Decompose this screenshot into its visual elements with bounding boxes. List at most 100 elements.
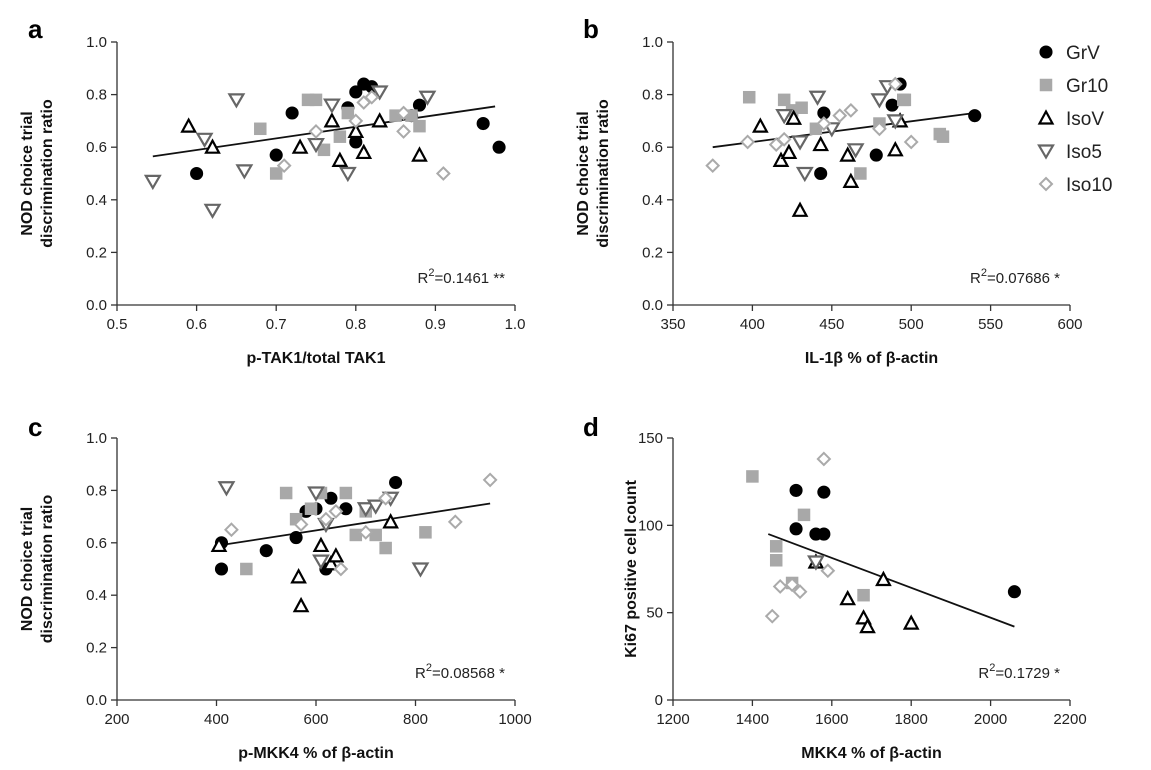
legend-marker: [1037, 144, 1055, 160]
data-point: [784, 577, 800, 593]
data-point: [859, 617, 876, 634]
x-tick-label: 350: [660, 316, 685, 333]
data-point: [772, 579, 788, 594]
data-point: [379, 541, 392, 555]
data-point: [349, 85, 363, 99]
data-point: [396, 124, 411, 139]
data-point: [1007, 585, 1021, 599]
data-point: [382, 513, 399, 529]
data-point: [482, 472, 498, 488]
x-tick-label: 0.5: [107, 316, 128, 333]
data-point: [203, 203, 222, 220]
data-point: [293, 517, 309, 532]
x-tick-label: 0.9: [425, 316, 446, 333]
data-point: [195, 132, 214, 148]
panel-a: a 0.0 0.2 0.4 0.6 0.8 1.0 0.5 0.6 0.7 0.8 0.9 1.0 p-T…: [19, 14, 525, 367]
data-point: [842, 172, 860, 188]
data-point: [214, 562, 229, 576]
y-tick-label: 0: [655, 692, 663, 709]
y-axis-title: discrimination ratio: [39, 495, 56, 644]
y-axis-title: NOD choice trial: [19, 507, 36, 631]
data-point: [769, 540, 783, 553]
y-tick-label: 0.6: [86, 535, 107, 552]
data-point: [309, 93, 323, 107]
data-point: [371, 112, 389, 128]
r-squared-label: R2=0.1729 *: [978, 662, 1060, 682]
series-iso10: [276, 89, 451, 181]
data-point: [307, 486, 325, 502]
x-tick-label: 1400: [736, 711, 769, 728]
legend: GrV Gr10 IsoV Iso5 Iso10: [1037, 43, 1112, 196]
y-tick-label: 0.0: [642, 297, 663, 314]
legend-item-iso10: Iso10: [1038, 175, 1112, 196]
data-point: [870, 93, 889, 109]
data-point: [746, 470, 759, 483]
x-tick-label: 800: [403, 711, 428, 728]
y-tick-label: 0.4: [86, 192, 107, 209]
x-tick-label: 1800: [895, 711, 928, 728]
data-point: [812, 135, 830, 152]
panel-letter: c: [28, 412, 42, 442]
legend-label: IsoV: [1066, 109, 1104, 130]
data-point: [832, 108, 848, 124]
data-point: [476, 116, 490, 131]
data-point: [318, 511, 334, 527]
data-point: [705, 158, 721, 174]
data-point: [323, 112, 341, 128]
data-point: [809, 122, 823, 136]
data-point: [411, 146, 428, 162]
data-point: [854, 167, 867, 180]
data-point: [180, 117, 197, 133]
x-tick-label: 550: [978, 316, 1003, 333]
data-point: [204, 138, 221, 154]
data-point: [872, 121, 887, 137]
data-point: [789, 483, 803, 497]
data-point: [875, 570, 892, 587]
data-point: [886, 114, 905, 130]
data-point: [276, 158, 292, 174]
data-point: [936, 130, 950, 143]
data-point: [224, 522, 239, 538]
data-point: [217, 481, 236, 497]
legend-item-isov: IsoV: [1037, 109, 1104, 130]
data-point: [322, 554, 340, 571]
data-point: [259, 544, 273, 558]
series-iso5: [807, 555, 825, 571]
x-tick-label: 1600: [815, 711, 848, 728]
y-tick-label: 1.0: [86, 34, 107, 51]
y-tick-label: 0.2: [86, 244, 107, 261]
y-tick-label: 0.8: [86, 87, 107, 104]
series-isov: [180, 112, 428, 167]
data-point: [808, 90, 827, 106]
data-point: [412, 98, 427, 112]
data-point: [333, 130, 347, 143]
y-tick-label: 0.4: [86, 587, 107, 604]
y-tick-label: 0.0: [86, 297, 107, 314]
y-tick-label: 0.2: [642, 244, 663, 261]
data-point: [289, 531, 303, 545]
y-tick-label: 50: [646, 605, 663, 622]
data-point: [814, 166, 828, 181]
x-tick-label: 0.8: [345, 316, 366, 333]
data-point: [364, 89, 380, 105]
x-tick-label: 1200: [656, 711, 689, 728]
x-tick-label: 0.7: [266, 316, 287, 333]
series-gr10: [746, 470, 870, 602]
data-point: [254, 122, 267, 136]
data-point: [795, 166, 814, 183]
data-point: [839, 146, 857, 162]
x-tick-label: 450: [819, 316, 844, 333]
data-point: [389, 475, 403, 490]
data-point: [356, 502, 375, 518]
r-squared-label: R2=0.1461 **: [418, 267, 506, 287]
data-point: [370, 85, 389, 101]
data-point: [797, 508, 811, 522]
panel-d: d 0 50 100 150 1200 1400 1600 1800 2000 2200 MKK4 %…: [583, 412, 1087, 762]
data-point: [887, 76, 903, 92]
data-point: [742, 90, 756, 104]
panel-letter: d: [583, 412, 599, 442]
y-tick-label: 0.6: [86, 139, 107, 156]
data-point: [418, 90, 437, 106]
y-tick-label: 0.6: [642, 139, 663, 156]
